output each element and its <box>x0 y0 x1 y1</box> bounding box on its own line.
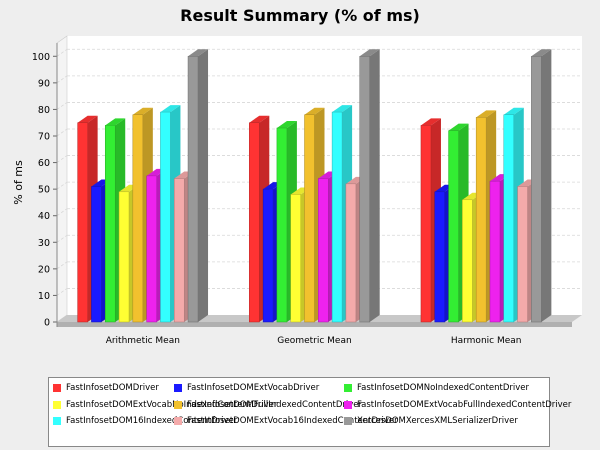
y-tick-label: 0 <box>44 318 50 329</box>
y-axis-label: % of ms <box>12 160 25 205</box>
chart-title: Result Summary (% of ms) <box>180 6 420 25</box>
x-tick-label: Arithmetic Mean <box>106 336 180 346</box>
legend-label: FastInfosetDOMExtVocabNoIndexedContentDr… <box>66 399 278 410</box>
bar <box>187 49 209 323</box>
legend-label: FastInfosetDOMExtVocab16IndexedContentDr… <box>187 416 398 426</box>
bar <box>531 49 552 323</box>
legend-label: FastInfosetDOMNoIndexedContentDriver <box>357 383 530 393</box>
legend-label: XercesDOMXercesXMLSerializerDriver <box>357 416 518 426</box>
y-tick-label: 90 <box>38 78 50 89</box>
bars <box>77 49 552 323</box>
x-tick-label: Harmonic Mean <box>451 336 522 346</box>
legend-label: FastInfosetDOM16IndexedContentDriver <box>66 416 238 426</box>
legend-label: FastInfosetDOMExtVocabDriver <box>187 383 320 393</box>
legend-swatch <box>344 400 352 409</box>
legend-label: FastInfosetDOMFullIndexedContentDriver <box>187 399 362 410</box>
y-tick-label: 60 <box>38 158 50 169</box>
y-tick-label: 70 <box>38 132 50 143</box>
legend-swatch <box>53 417 61 425</box>
bar-chart: 0 10 20 30 40 50 60 70 80 90 100 Arithmetic Mean Ge… <box>12 35 582 346</box>
y-tick-label: 100 <box>32 52 50 63</box>
bar <box>359 49 380 323</box>
legend-swatch <box>53 400 61 409</box>
y-tick-label: 10 <box>38 291 50 302</box>
legend: FastInfosetDOMDriver FastInfosetDOMExtVoc… <box>48 377 571 447</box>
y-tick-label: 20 <box>38 264 50 275</box>
legend-label: FastInfosetDOMExtVocabFullIndexedContent… <box>357 399 572 410</box>
y-tick-label: 50 <box>38 185 50 196</box>
legend-swatch <box>344 384 352 392</box>
y-tick-label: 40 <box>38 211 50 222</box>
x-tick-label: Geometric Mean <box>277 336 351 346</box>
legend-label: FastInfosetDOMDriver <box>66 383 159 393</box>
legend-swatch <box>53 384 61 392</box>
legend-swatch <box>174 417 182 425</box>
legend-swatch <box>344 417 352 425</box>
y-tick-label: 30 <box>38 238 50 249</box>
legend-swatch <box>174 400 182 409</box>
y-tick-label: 80 <box>38 105 50 116</box>
x-axis: Arithmetic Mean Geometric Mean Harmonic Me… <box>106 336 522 346</box>
y-axis: 0 10 20 30 40 50 60 70 80 90 100 <box>32 43 58 329</box>
legend-swatch <box>174 384 182 392</box>
